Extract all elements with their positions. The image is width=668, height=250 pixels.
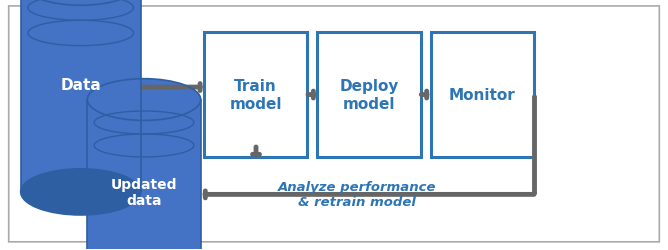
Text: Updated
data: Updated data — [111, 177, 177, 207]
Ellipse shape — [88, 79, 200, 121]
FancyBboxPatch shape — [317, 33, 421, 157]
Text: Deploy
model: Deploy model — [339, 79, 399, 111]
FancyBboxPatch shape — [431, 33, 534, 157]
Text: Train
model: Train model — [229, 79, 282, 111]
Bar — [88, 100, 200, 250]
Text: Monitor: Monitor — [449, 88, 516, 103]
Text: Data: Data — [60, 78, 101, 93]
Ellipse shape — [21, 169, 141, 215]
FancyBboxPatch shape — [204, 33, 307, 157]
Text: Analyze performance
& retrain model: Analyze performance & retrain model — [278, 181, 437, 208]
Bar — [21, 0, 141, 192]
FancyBboxPatch shape — [9, 7, 659, 242]
Ellipse shape — [21, 0, 141, 6]
